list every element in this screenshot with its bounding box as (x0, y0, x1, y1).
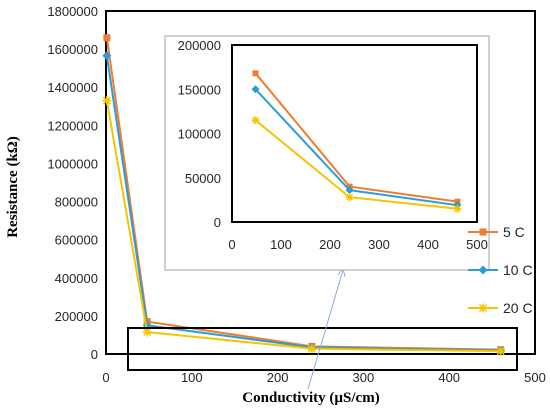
data-point-10-c (102, 51, 112, 61)
inset-data-point-20-c (345, 193, 354, 202)
inset-x-tick-label: 300 (368, 237, 390, 252)
legend-marker-20-c (478, 303, 488, 313)
inset-series-group (251, 70, 462, 213)
inset-y-tick-label: 50000 (185, 171, 221, 186)
x-tick-label: 200 (267, 370, 289, 385)
legend-marker-5-c (479, 228, 487, 236)
y-tick-label: 600000 (55, 233, 98, 248)
y-tick-label: 1400000 (47, 80, 98, 95)
zoom-highlight-box (127, 327, 518, 371)
inset-plot-frame (231, 44, 478, 223)
inset-data-point-10-c (251, 85, 260, 94)
inset-x-tick-label: 400 (417, 237, 439, 252)
data-point-20-c (142, 327, 152, 337)
series-line-10-c (105, 55, 501, 352)
x-tick-label: 400 (438, 370, 460, 385)
y-tick-label: 1200000 (47, 118, 98, 133)
inset-y-tick-label: 0 (214, 215, 221, 230)
inset-y-tick-label: 100000 (178, 127, 221, 142)
legend-item-10-c: 10 C (468, 262, 533, 278)
legend-marker-10-c (478, 265, 488, 275)
inset-x-tick-label: 100 (270, 237, 292, 252)
data-point-20-c (102, 96, 112, 106)
legend: 5 C 10 C 20 C (468, 224, 533, 316)
data-point-5-c (103, 34, 111, 42)
inset-x-tick-label: 500 (466, 237, 488, 252)
inset-data-point-20-c (453, 204, 462, 213)
inset-y-tick-label: 200000 (178, 38, 221, 53)
legend-label-20-c: 20 C (503, 300, 533, 316)
data-point-20-c (307, 344, 317, 354)
x-tick-label: 500 (524, 370, 546, 385)
legend-item-5-c: 5 C (468, 224, 525, 240)
inset-data-point-10-c (345, 186, 354, 195)
main-series-group (102, 34, 506, 356)
y-tick-label: 400000 (55, 271, 98, 286)
inset-y-tick-label: 150000 (178, 82, 221, 97)
y-tick-label: 800000 (55, 195, 98, 210)
y-tick-label: 1000000 (47, 156, 98, 171)
inset-data-point-5-c (252, 70, 259, 77)
x-tick-label: 100 (181, 370, 203, 385)
legend-label-10-c: 10 C (503, 262, 533, 278)
x-tick-label: 0 (102, 370, 109, 385)
x-tick-label: 300 (353, 370, 375, 385)
inset-x-tick-label: 0 (228, 237, 235, 252)
main-axis-ticks: 0 100 200 300 400 500 0 200000 400000 600000 80000… (47, 4, 545, 385)
legend-label-5-c: 5 C (503, 224, 525, 240)
y-tick-label: 200000 (55, 309, 98, 324)
inset-x-tick-label: 200 (319, 237, 341, 252)
x-axis-title: Conductivity (µS/cm) (242, 390, 379, 406)
y-tick-label: 0 (91, 347, 98, 362)
data-point-20-c (496, 346, 506, 356)
inset-panel (164, 35, 490, 271)
inset-data-point-20-c (251, 116, 260, 125)
series-line-20-c (105, 100, 501, 353)
legend-item-20-c: 20 C (468, 300, 533, 316)
plot-area-frame (105, 10, 536, 355)
inset-axis-ticks: 0 100 200 300 400 500 0 50000 100000 150000 200000 (178, 38, 488, 252)
zoom-connector-line (307, 269, 344, 390)
y-tick-label: 1800000 (47, 4, 98, 19)
y-tick-label: 1600000 (47, 42, 98, 57)
y-axis-title: Resistance (kΩ) (5, 136, 21, 238)
